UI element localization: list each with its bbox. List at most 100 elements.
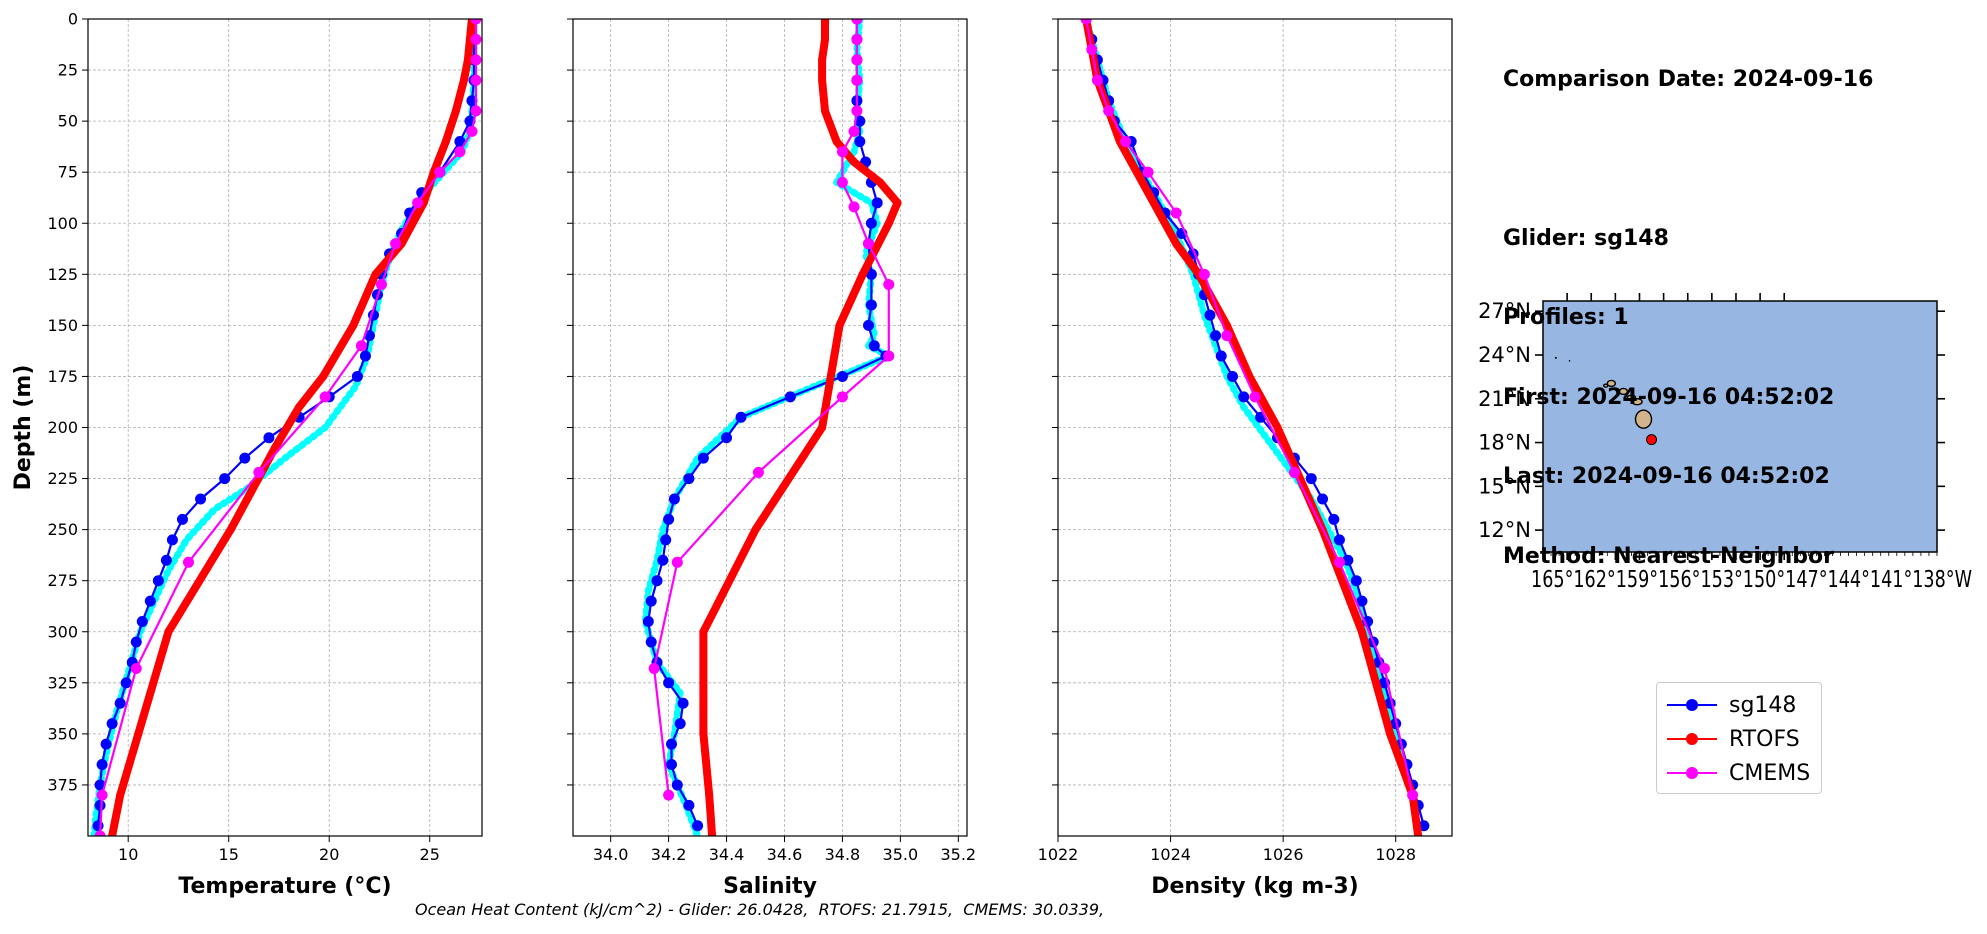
data-point-sg148 [1210,330,1222,342]
map-y-tick-label: 21°N [1478,387,1531,411]
method: Method: Nearest-Neighbor [1503,543,1834,569]
map-inset: 27°N 24°N 21°N 18°N 15°N 12°N 165°162°159°156°… [1478,293,1972,593]
panel-1: 10 15 20 2502550751001251501752002252502753… [11,10,483,899]
data-point-cmems [454,146,466,158]
island-shape [1603,383,1609,388]
islet [1568,360,1571,362]
data-point-sg148 [784,391,796,403]
x-tick-label: 34.0 [593,845,629,864]
y-tick-label: 350 [47,724,78,743]
data-point-sg148 [645,636,657,648]
data-point-sg148 [865,217,877,229]
last-time: Last: 2024-09-16 04:52:02 [1503,464,1830,489]
y-tick-label: 150 [47,316,78,335]
legend-swatch-rtofs [1667,724,1717,754]
data-point-sg148 [144,595,156,607]
y-tick-label: 0 [68,10,78,29]
x-tick-label: 1022 [1038,845,1079,864]
data-point-cmems [253,466,265,478]
island-shape [1631,397,1643,406]
data-point-sg148 [1305,473,1317,485]
data-point-rtofs [821,19,830,23]
island-shape [1606,379,1617,388]
panel-2: 34.0 34.2 34.4 34.6 34.8 35.0 35.2 Salinity [567,18,976,899]
series-group [641,19,902,836]
y-tick-label: 250 [47,520,78,539]
data-point-cmems [851,54,863,66]
data-point-rtofs [1132,168,1141,177]
data-point-rtofs [708,832,717,836]
y-tick-label: 25 [58,61,78,80]
data-point-sg148 [683,799,695,811]
y-tick-label: 300 [47,622,78,641]
data-point-cmems [836,391,848,403]
data-point-sg148 [660,534,672,546]
data-point-sg148 [94,779,106,791]
y-tick-label: 325 [47,673,78,692]
data-point-sg148 [1350,575,1362,587]
legend-swatch-sg148 [1667,690,1717,720]
data-point-sg148 [359,350,371,362]
data-point-cmems [1407,789,1419,801]
data-point-cmems [470,74,482,86]
x-tick-label: 35.2 [940,845,976,864]
ohc-footer: Ocean Heat Content (kJ/cm^2) - Glider: 2… [415,900,1105,919]
island-shape [1634,409,1653,429]
data-point-sg148 [1226,370,1238,382]
legend-label-sg148: sg148 [1729,692,1797,718]
data-point-rtofs [319,372,328,381]
data-point-sg148 [865,268,877,280]
data-point-rtofs [699,627,708,636]
glider-location-marker [1646,434,1658,446]
data-point-sg148 [466,95,478,107]
y-tick-label: 50 [58,112,78,131]
x-axis-label: Temperature (°C) [178,874,391,899]
data-point-cmems [648,663,660,675]
map-y-tick-label: 27°N [1478,299,1531,323]
x-tick-label: 25 [420,845,440,864]
map-ocean [1542,300,1938,553]
map-x-tick-labels: 165°162°159°156°153°150°147°144°141°138°… [1531,567,1972,593]
data-point-rtofs [226,525,235,534]
data-point-rtofs [441,137,450,146]
data-point-sg148 [865,299,877,311]
x-tick-label: 10 [118,845,138,864]
series-group [1080,19,1430,836]
legend-dot-sg148 [1686,699,1698,711]
data-point-sg148 [94,799,106,811]
legend-entry-cmems: CMEMS [1667,758,1810,788]
series-line-cmems [1085,19,1414,796]
x-tick-label: 15 [219,845,239,864]
x-tick-label: 20 [319,845,339,864]
data-point-sg148 [176,513,188,525]
data-point-rtofs [699,689,708,698]
data-point-sg148 [106,718,118,730]
data-point-cmems [752,466,764,478]
data-point-sg148 [871,197,883,209]
data-point-cmems [1198,268,1210,280]
data-point-cmems [130,663,142,675]
profile-count: Profiles: 1 [1503,305,1629,330]
data-point-sg148 [219,473,231,485]
data-point-cmems [470,54,482,66]
data-point-rtofs [884,219,893,228]
data-point-cmems [94,830,106,836]
data-point-sg148 [692,820,704,832]
legend-dot-cmems [1686,767,1698,779]
data-point-cmems [1086,44,1098,56]
data-point-sg148 [239,452,251,464]
legend-dot-rtofs [1686,733,1698,745]
data-point-sg148 [863,319,874,331]
data-point-sg148 [1317,493,1329,505]
data-point-sg148 [136,616,148,628]
data-point-sg148 [663,677,675,689]
data-point-cmems [1249,391,1261,403]
data-point-rtofs [459,76,468,85]
data-point-sg148 [100,738,112,750]
x-tick-label: 1024 [1150,845,1191,864]
data-point-rtofs [295,403,304,412]
data-point-sg148 [152,575,164,587]
data-point-rtofs [821,106,830,115]
data-point-rtofs [1386,729,1395,738]
data-point-cmems [375,279,387,291]
